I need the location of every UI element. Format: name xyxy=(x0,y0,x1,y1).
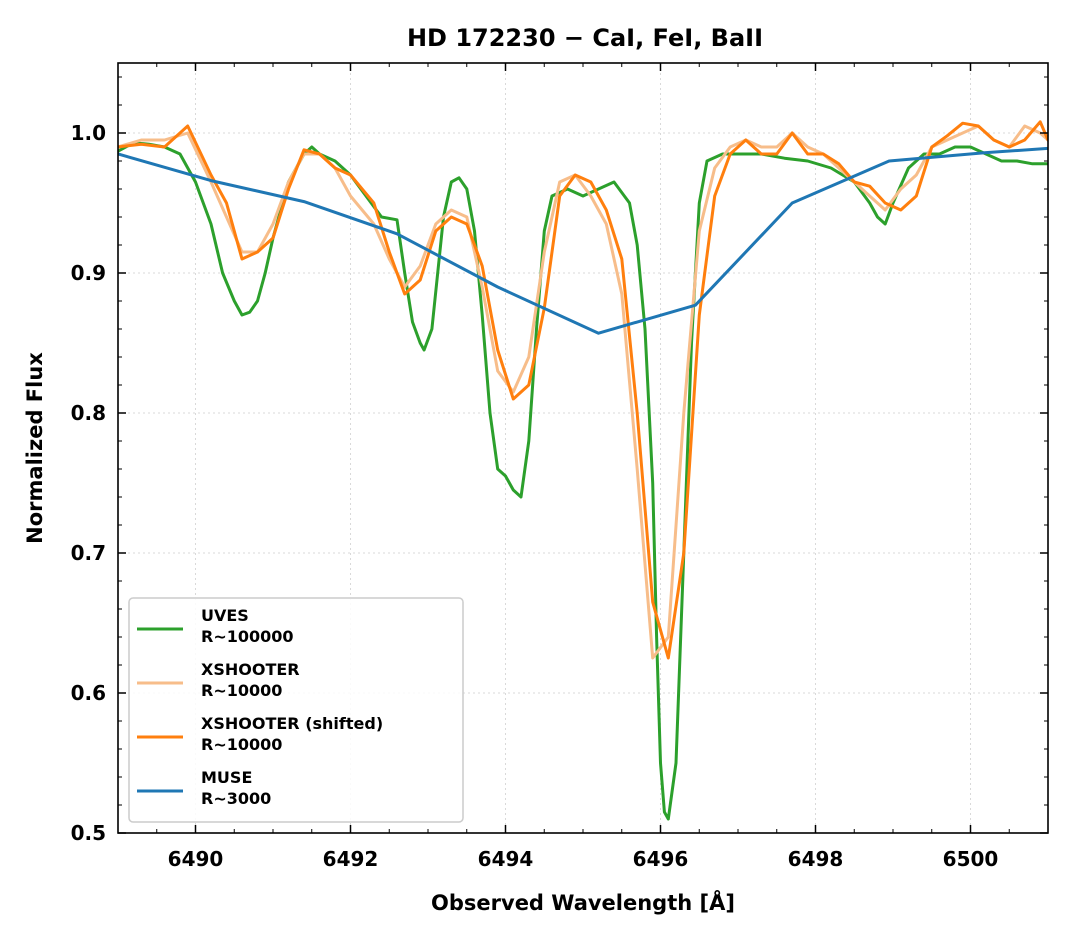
y-tick-label: 0.7 xyxy=(71,541,106,565)
x-tick-label: 6490 xyxy=(168,847,224,871)
legend-label: XSHOOTER xyxy=(201,660,300,679)
series-line-xshooter xyxy=(118,124,1048,660)
legend-resolution: R~10000 xyxy=(201,681,282,700)
legend-resolution: R~10000 xyxy=(201,735,282,754)
y-axis-label: Normalized Flux xyxy=(23,352,47,544)
y-tick-label: 0.5 xyxy=(71,821,106,845)
y-tick-label: 0.6 xyxy=(71,681,106,705)
x-tick-label: 6500 xyxy=(943,847,999,871)
y-tick-label: 0.8 xyxy=(71,401,106,425)
x-tick-label: 6498 xyxy=(788,847,844,871)
axis-ticks: 6490 6492 6494 6496 6498 6500 0.5 0.6 0.7 0.8 0.9 1… xyxy=(71,63,1049,871)
legend-label: UVES xyxy=(201,606,249,625)
chart-title: HD 172230 − CaI, FeI, BaII xyxy=(407,24,763,52)
legend-label: MUSE xyxy=(201,768,252,787)
x-axis-label: Observed Wavelength [Å] xyxy=(431,890,735,915)
y-tick-label: 0.9 xyxy=(71,261,106,285)
plot-frame xyxy=(117,62,1049,834)
x-tick-label: 6496 xyxy=(633,847,689,871)
legend: UVES R~100000 XSHOOTER R~10000 XSHOOTER (shi… xyxy=(128,597,464,823)
legend-resolution: R~100000 xyxy=(201,627,294,646)
series-line-muse xyxy=(118,146,1048,335)
legend-resolution: R~3000 xyxy=(201,789,271,808)
legend-label: XSHOOTER (shifted) xyxy=(201,714,383,733)
series-lines xyxy=(118,120,1048,821)
x-tick-label: 6492 xyxy=(323,847,379,871)
y-tick-label: 1.0 xyxy=(71,121,106,145)
series-line-xshooter-shifted xyxy=(118,120,1048,660)
x-tick-label: 6494 xyxy=(478,847,534,871)
legend-box xyxy=(128,597,464,823)
